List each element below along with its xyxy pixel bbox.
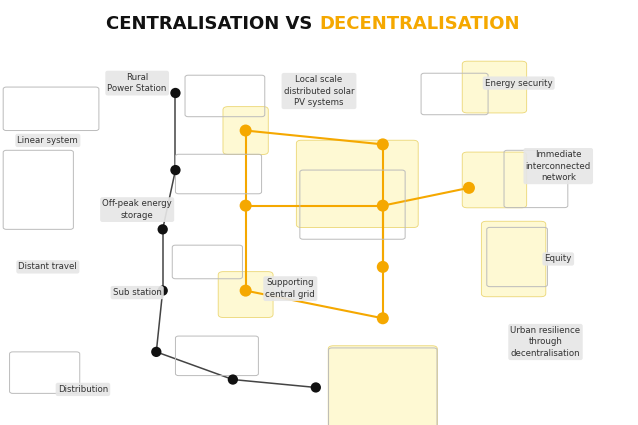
Point <box>158 287 168 294</box>
Text: DECENTRALISATION: DECENTRALISATION <box>319 15 519 33</box>
Text: Sub station: Sub station <box>113 288 161 297</box>
Point <box>378 264 388 270</box>
FancyBboxPatch shape <box>223 107 268 154</box>
Text: Distant travel: Distant travel <box>19 262 77 272</box>
Text: Off-peak energy
storage: Off-peak energy storage <box>102 199 172 220</box>
Point <box>158 226 168 233</box>
FancyBboxPatch shape <box>462 61 526 113</box>
Point <box>151 348 161 355</box>
Point <box>170 167 181 173</box>
FancyBboxPatch shape <box>482 221 545 297</box>
Point <box>378 315 388 322</box>
Text: CENTRALISATION VS: CENTRALISATION VS <box>107 15 319 33</box>
Text: Equity: Equity <box>545 255 572 264</box>
Point <box>464 184 474 191</box>
Point <box>378 141 388 148</box>
Text: Distribution: Distribution <box>58 385 108 394</box>
Text: Local scale
distributed solar
PV systems: Local scale distributed solar PV systems <box>284 75 354 107</box>
FancyBboxPatch shape <box>218 272 273 317</box>
Text: Rural
Power Station: Rural Power Station <box>107 73 167 94</box>
Point <box>228 376 238 383</box>
Point <box>311 384 321 391</box>
FancyBboxPatch shape <box>462 152 526 208</box>
FancyBboxPatch shape <box>328 346 438 425</box>
Text: Energy security: Energy security <box>485 79 553 88</box>
Point <box>170 90 181 96</box>
Text: Supporting
central grid: Supporting central grid <box>265 278 315 299</box>
Point <box>241 127 251 134</box>
Point <box>378 202 388 209</box>
Point <box>241 202 251 209</box>
Text: Linear system: Linear system <box>17 136 78 145</box>
Point <box>241 287 251 294</box>
FancyBboxPatch shape <box>296 140 419 227</box>
Text: Urban resilience
through
decentralisation: Urban resilience through decentralisatio… <box>510 326 581 358</box>
Text: Immediate
interconnected
network: Immediate interconnected network <box>526 150 591 182</box>
